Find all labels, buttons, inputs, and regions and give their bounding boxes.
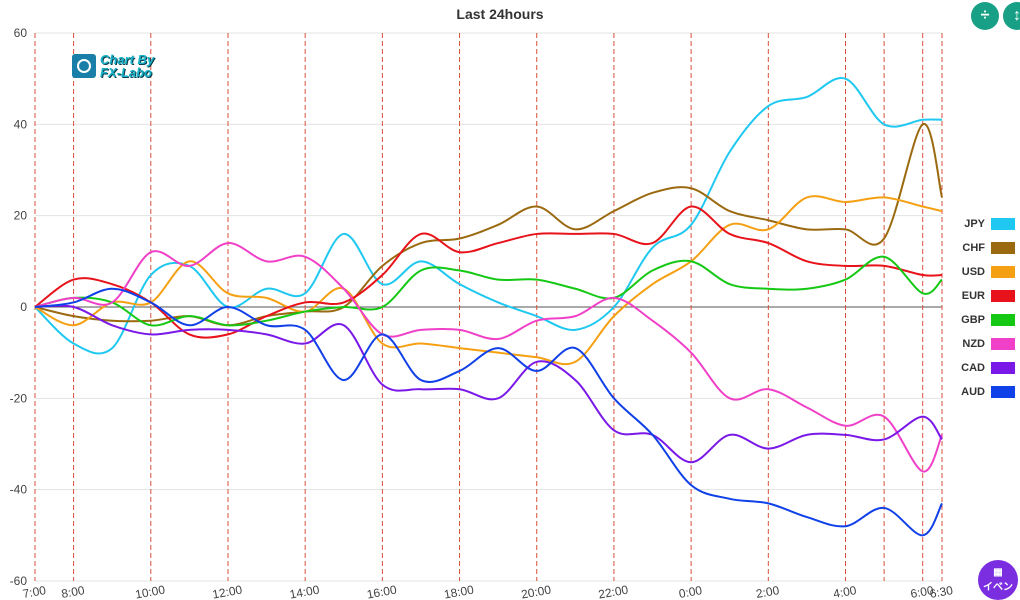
y-tick-label: -60 [10, 574, 28, 588]
x-tick-label: 16:00 [366, 583, 398, 600]
legend-swatch [991, 218, 1015, 230]
x-tick-label: 22:00 [597, 583, 629, 600]
legend-swatch [991, 386, 1015, 398]
x-tick-label: 4:00 [832, 583, 858, 600]
y-tick-label: 60 [14, 26, 28, 40]
legend-swatch [991, 242, 1015, 254]
legend-item-gbp[interactable]: GBP [955, 308, 1015, 332]
logo-line2: FX-Labo [100, 65, 152, 80]
legend-label: AUD [961, 386, 985, 398]
legend-swatch [991, 266, 1015, 278]
legend-item-chf[interactable]: CHF [955, 236, 1015, 260]
compress-vertical-button[interactable]: ÷ [971, 2, 999, 30]
compress-vertical-icon: ÷ [980, 7, 990, 24]
legend-item-usd[interactable]: USD [955, 260, 1015, 284]
x-tick-label: 6:00 [909, 583, 935, 600]
x-tick-label: 8:00 [60, 583, 86, 600]
series-line-chf [34, 123, 943, 327]
expand-vertical-button[interactable]: ↕ [1003, 2, 1020, 30]
legend-label: USD [961, 266, 985, 278]
event-button[interactable]: ▦ イベン [978, 560, 1018, 600]
series-line-cad [34, 304, 943, 464]
legend-item-jpy[interactable]: JPY [955, 212, 1015, 236]
chart-title: Last 24hours [456, 6, 544, 22]
series-line-aud [34, 287, 943, 537]
legend-label: CHF [962, 242, 985, 254]
legend-item-aud[interactable]: AUD [955, 380, 1015, 404]
legend-item-nzd[interactable]: NZD [955, 332, 1015, 356]
y-tick-label: 20 [14, 209, 28, 223]
legend-label: JPY [964, 218, 985, 230]
x-tick-label: 14:00 [288, 583, 320, 600]
y-tick-label: 0 [20, 300, 27, 314]
x-tick-label: 20:00 [520, 583, 552, 600]
legend-item-eur[interactable]: EUR [955, 284, 1015, 308]
legend-item-cad[interactable]: CAD [955, 356, 1015, 380]
legend-swatch [991, 314, 1015, 326]
y-tick-label: -20 [10, 391, 28, 405]
calendar-icon: ▦ [993, 567, 1003, 578]
legend-swatch [991, 362, 1015, 374]
legend-swatch [991, 338, 1015, 350]
x-tick-label: 12:00 [211, 583, 243, 600]
logo: Chart By FX-Labo [72, 53, 154, 79]
x-tick-label: 7:00 [22, 583, 48, 600]
legend-label: NZD [962, 338, 985, 350]
series-line-gbp [34, 255, 943, 327]
x-tick-label: 0:00 [678, 583, 704, 600]
legend: JPY CHF USD EUR GBP NZD CAD AUD [955, 212, 1015, 404]
x-tick-label: 18:00 [443, 583, 475, 600]
y-tick-label: 40 [14, 117, 28, 131]
legend-label: EUR [961, 290, 985, 302]
x-tick-label: 6:30 [929, 583, 955, 600]
legend-label: GBP [961, 314, 985, 326]
logo-line1: Chart By [100, 52, 155, 67]
legend-label: CAD [961, 362, 985, 374]
series-line-usd [34, 195, 943, 366]
expand-vertical-icon: ↕ [1013, 7, 1020, 24]
event-button-label: イベン [983, 582, 1013, 593]
legend-swatch [991, 290, 1015, 302]
series-line-eur [34, 205, 943, 339]
x-tick-label: 2:00 [755, 583, 781, 600]
chart-logo-icon [72, 54, 96, 78]
series-line-nzd [34, 242, 943, 473]
x-tick-label: 10:00 [134, 583, 166, 600]
y-tick-label: -40 [10, 483, 28, 497]
